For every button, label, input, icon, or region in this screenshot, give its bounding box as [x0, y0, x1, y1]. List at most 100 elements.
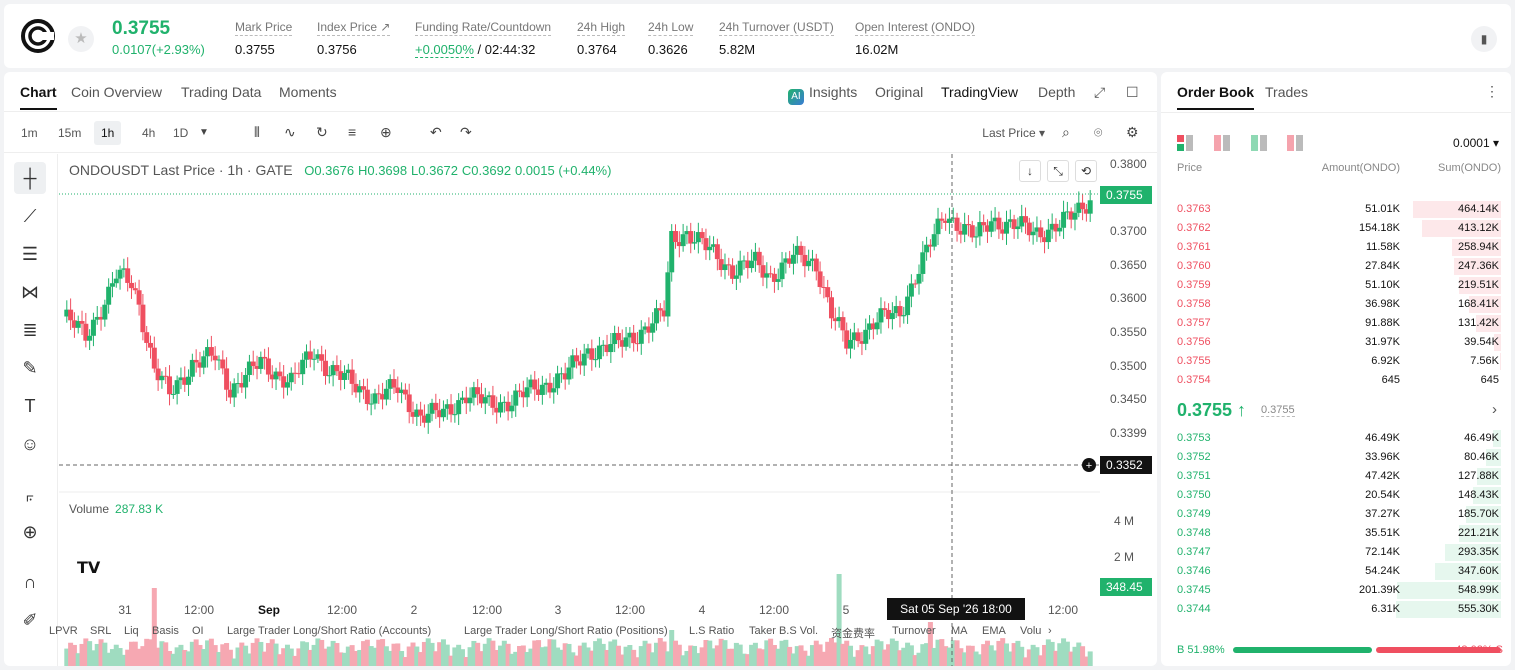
indicator-funding-rate[interactable]: 资金费率 — [831, 628, 875, 640]
candlestick-chart[interactable]: +31 12:00 Sep 12:00 2 12:00 3 12:00 4 12:00 5 12:00… — [59, 154, 1100, 666]
indicator-turnover[interactable]: Turnover — [892, 625, 936, 637]
price-axis[interactable]: 0.3800 0.3700 0.3650 0.3600 0.3550 0.350… — [1100, 154, 1157, 666]
add-alert-icon[interactable]: ⊕ — [380, 124, 392, 140]
tab-trades[interactable]: Trades — [1265, 84, 1309, 100]
indicator-lpvr[interactable]: LPVR — [49, 625, 78, 637]
indicator-taker-vol[interactable]: Taker B.S Vol. — [749, 625, 819, 637]
indicator-ls-ratio[interactable]: L.S Ratio — [689, 625, 735, 637]
tradingview-logo[interactable]: 𝗧𝗩 — [77, 560, 101, 577]
redo-icon[interactable]: ↷ — [460, 124, 472, 140]
timeframe-15m[interactable]: 15m — [58, 126, 82, 140]
replay-icon[interactable]: ⟲ — [1075, 160, 1097, 182]
zoom-in-icon[interactable]: ⊕ — [22, 522, 38, 542]
view-mode-icons[interactable] — [1177, 135, 1317, 151]
ask-row[interactable]: 0.3756 31.97K 39.54K — [1161, 333, 1511, 352]
indicator-volume[interactable]: Volu — [1020, 625, 1042, 637]
ask-row[interactable]: 0.3755 6.92K 7.56K — [1161, 352, 1511, 371]
ask-row[interactable]: 0.3759 51.10K 219.51K — [1161, 276, 1511, 295]
bid-row[interactable]: 0.3748 35.51K 221.21K — [1161, 524, 1511, 543]
templates-icon[interactable]: ≡ — [348, 124, 357, 140]
ask-row[interactable]: 0.3758 36.98K 168.41K — [1161, 295, 1511, 314]
brush-icon[interactable]: ✎ — [22, 358, 38, 378]
timeframe-1d[interactable]: 1D — [173, 126, 189, 140]
tab-trading-data[interactable]: Trading Data — [181, 84, 262, 100]
tab-tradingview[interactable]: TradingView — [941, 84, 1019, 100]
window-icon[interactable]: ☐ — [1126, 84, 1139, 100]
ask-row[interactable]: 0.3763 51.01K 464.14K — [1161, 200, 1511, 219]
ask-row[interactable]: 0.3761 11.58K 258.94K — [1161, 238, 1511, 257]
crosshair-icon[interactable]: ┼ — [14, 162, 46, 194]
indicator-ltlsr-accounts[interactable]: Large Trader Long/Short Ratio (Accounts) — [227, 625, 432, 637]
ask-row[interactable]: 0.3760 27.84K 247.36K — [1161, 257, 1511, 276]
horizontal-lines-icon[interactable]: ☰ — [21, 244, 39, 264]
tab-original[interactable]: Original — [875, 84, 924, 100]
candle-type-icon[interactable]: ⫴ — [254, 124, 260, 140]
pattern-icon[interactable]: ⋈ — [21, 282, 39, 302]
ask-row[interactable]: 0.3754 645 645 — [1161, 371, 1511, 390]
guide-book-icon[interactable]: ▮ — [1471, 26, 1497, 52]
timeframe-dropdown-icon[interactable]: ▼ — [199, 127, 209, 138]
bid-row[interactable]: 0.3744 6.31K 555.30K — [1161, 600, 1511, 619]
indicators-icon[interactable]: ∿ — [284, 124, 296, 140]
tab-order-book[interactable]: Order Book — [1177, 84, 1255, 110]
collapse-icon[interactable]: ⤡ — [1047, 160, 1069, 182]
fib-retracement-icon[interactable]: ≣ — [22, 320, 38, 340]
precision-select[interactable]: 0.0001 ▾ — [1452, 136, 1499, 150]
tab-insights[interactable]: AI Insights — [788, 84, 857, 105]
indicator-ema[interactable]: EMA — [982, 625, 1006, 637]
indicator-ltlsr-positions[interactable]: Large Trader Long/Short Ratio (Positions… — [464, 625, 668, 637]
tab-coin-overview[interactable]: Coin Overview — [71, 84, 163, 100]
funding-rate-label[interactable]: Funding Rate/Countdown — [415, 20, 552, 36]
index-price-label[interactable]: Index Price ↗ — [317, 20, 391, 36]
ruler-icon[interactable]: ⟔ — [25, 486, 35, 506]
tab-moments[interactable]: Moments — [279, 84, 337, 100]
bid-row[interactable]: 0.3747 72.14K 293.35K — [1161, 543, 1511, 562]
ask-row[interactable]: 0.3762 154.18K 413.12K — [1161, 219, 1511, 238]
bid-row[interactable]: 0.3749 37.27K 185.70K — [1161, 505, 1511, 524]
refresh-icon[interactable]: ↻ — [316, 124, 328, 140]
open-interest-label[interactable]: Open Interest (ONDO) — [855, 20, 976, 36]
price-source-select[interactable]: Last Price ▾ — [982, 126, 1045, 140]
trend-line-icon[interactable]: ⟋ — [23, 206, 37, 226]
indicator-basis[interactable]: Basis — [152, 625, 179, 637]
bid-row[interactable]: 0.3752 33.96K 80.46K — [1161, 448, 1511, 467]
camera-icon[interactable]: ⌾ — [1094, 124, 1103, 140]
scroll-right-icon[interactable]: › — [1048, 625, 1052, 637]
indicator-liq[interactable]: Liq — [124, 625, 139, 637]
undo-icon[interactable]: ↶ — [430, 124, 442, 140]
tab-depth[interactable]: Depth — [1038, 84, 1076, 100]
settings-gear-icon[interactable]: ⚙ — [1126, 124, 1139, 140]
pencil-lock-icon[interactable]: ✐ — [22, 610, 38, 630]
expand-icon[interactable]: ⤢ — [1094, 84, 1106, 100]
ask-row[interactable]: 0.3757 91.88K 131.42K — [1161, 314, 1511, 333]
candle-body — [612, 332, 618, 345]
bid-row[interactable]: 0.3751 47.42K 127.88K — [1161, 467, 1511, 486]
candle-body — [102, 304, 108, 320]
funding-rate[interactable]: +0.0050% — [415, 42, 474, 58]
search-icon[interactable]: ⌕ — [1062, 124, 1070, 140]
bid-row[interactable]: 0.3746 54.24K 347.60K — [1161, 562, 1511, 581]
timeframe-1m[interactable]: 1m — [21, 126, 38, 140]
indicator-ma[interactable]: MA — [951, 625, 968, 637]
chart-canvas[interactable]: +31 12:00 Sep 12:00 2 12:00 3 12:00 4 12:00 5 12:00… — [59, 154, 1100, 666]
scroll-down-icon[interactable]: ↓ — [1019, 160, 1041, 182]
volume-bar — [1083, 656, 1089, 666]
indicator-oi[interactable]: OI — [192, 625, 204, 637]
volume-bar — [543, 646, 549, 666]
bid-row[interactable]: 0.3753 46.49K 46.49K — [1161, 429, 1511, 448]
timeframe-1h[interactable]: 1h — [94, 121, 122, 145]
chevron-right-icon[interactable]: › — [1492, 401, 1497, 418]
candle-body — [558, 373, 564, 375]
more-options-icon[interactable]: ⋮ — [1485, 83, 1499, 99]
indicator-srl[interactable]: SRL — [90, 625, 112, 637]
tab-chart[interactable]: Chart — [20, 84, 57, 110]
exchange-logo[interactable] — [20, 18, 56, 54]
mark-price-label[interactable]: Mark Price — [235, 20, 293, 36]
favorite-star-icon[interactable]: ★ — [68, 26, 94, 52]
bid-row[interactable]: 0.3745 201.39K 548.99K — [1161, 581, 1511, 600]
text-tool-icon[interactable]: T — [24, 396, 36, 416]
emoji-icon[interactable]: ☺ — [20, 434, 40, 454]
magnet-icon[interactable]: ∩ — [23, 572, 37, 592]
bid-row[interactable]: 0.3750 20.54K 148.43K — [1161, 486, 1511, 505]
timeframe-4h[interactable]: 4h — [142, 126, 156, 140]
